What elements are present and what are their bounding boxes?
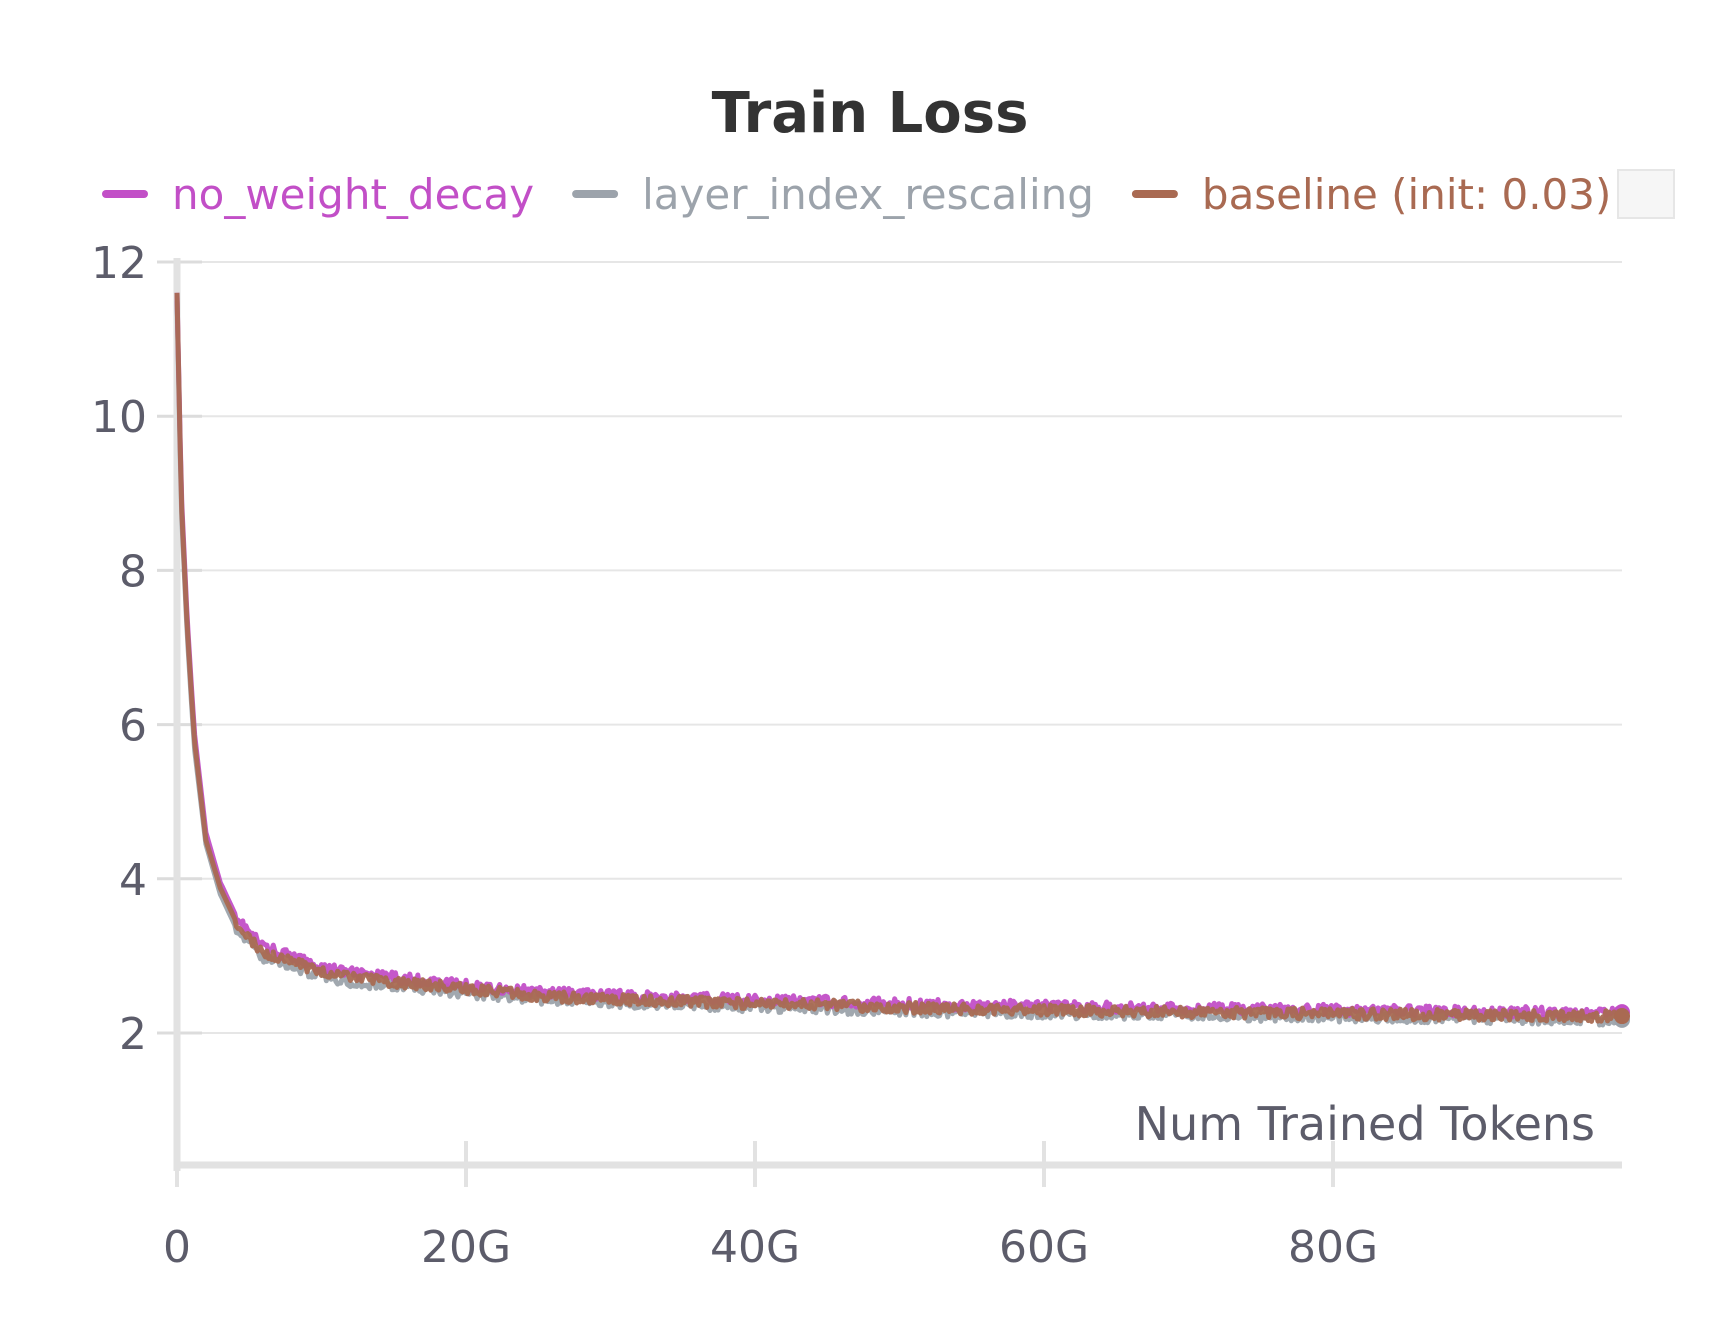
legend: no_weight_decay layer_index_rescaling base… (102, 170, 1611, 219)
axes (173, 258, 1622, 1187)
y-tick-label: 2 (119, 1009, 147, 1060)
gridlines (157, 260, 1622, 1035)
series-line-2 (174, 292, 1624, 1024)
y-tick-label: 10 (91, 392, 147, 443)
legend-label: layer_index_rescaling (642, 170, 1094, 219)
y-tick-label: 4 (119, 855, 147, 906)
y-tick-label: 12 (91, 238, 147, 289)
x-tick-label: 60G (999, 1222, 1089, 1273)
series-line-0 (174, 292, 1625, 1020)
series-line-1 (174, 300, 1625, 1028)
x-axis-label: Num Trained Tokens (1135, 1097, 1595, 1151)
x-tick-label: 80G (1288, 1222, 1378, 1273)
y-tick-label: 6 (119, 701, 147, 752)
x-tick-label: 20G (421, 1222, 511, 1273)
y-tick-label: 8 (119, 546, 147, 597)
series-end-point-2 (1614, 1008, 1630, 1025)
tick-labels: 2 4 6 8 10 12 0 20G 40G 60G 80G (91, 238, 1378, 1273)
series-layer (174, 292, 1630, 1028)
legend-label: baseline (init: 0.03) (1202, 170, 1611, 219)
legend-label: no_weight_decay (172, 170, 534, 219)
legend-scroll-handle[interactable] (1617, 169, 1675, 219)
chart-title: Train Loss (712, 81, 1029, 146)
x-tick-label: 40G (710, 1222, 800, 1273)
x-tick-label: 0 (163, 1222, 191, 1273)
